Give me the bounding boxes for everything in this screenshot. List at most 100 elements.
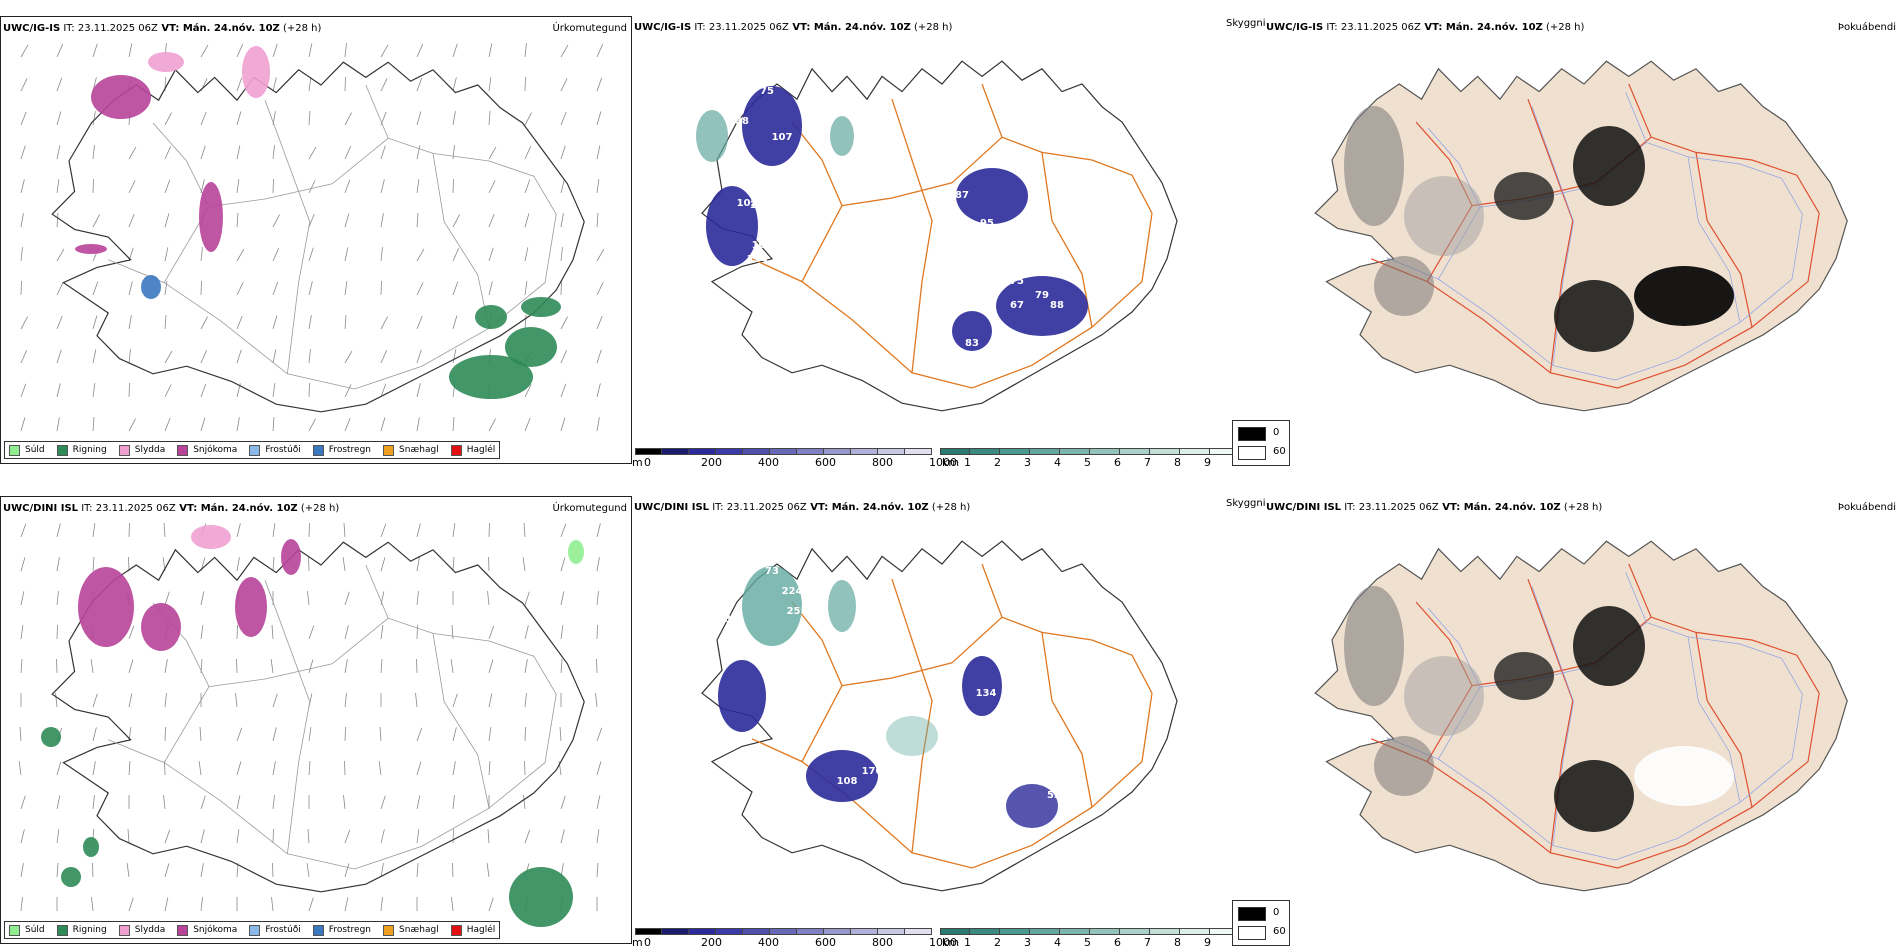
wind-barb (272, 416, 275, 432)
iceland-outline (51, 61, 585, 413)
wind-barb (416, 591, 419, 606)
colorbar-segment (1090, 448, 1120, 455)
wind-barb (236, 145, 241, 160)
iceland-outline (701, 540, 1178, 892)
wind-barb (92, 693, 98, 708)
wind-barb (56, 77, 63, 92)
wind-barb (128, 315, 132, 330)
init-time-label: IT: (709, 502, 727, 513)
wind-barb (344, 281, 348, 296)
wind-barb (20, 179, 25, 194)
road-line (891, 98, 933, 373)
rain-area (83, 837, 99, 857)
wind-barb (560, 179, 565, 194)
road-line (1628, 83, 1820, 214)
wind-barb (164, 417, 171, 432)
wind-barb (236, 179, 240, 194)
lead-time: (+28 h) (279, 23, 322, 34)
snow-area (281, 539, 301, 575)
wind-barb (380, 213, 384, 228)
wind-barb (92, 523, 96, 538)
wind-barb (200, 350, 208, 364)
wind-barb (524, 213, 530, 228)
wind-barb (524, 591, 530, 606)
wind-barb (164, 897, 169, 912)
wind-barb (128, 349, 131, 364)
colorbar-unit: km (942, 936, 960, 949)
wind-barb (380, 625, 384, 640)
wind-barb (416, 523, 421, 538)
wind-barb (416, 727, 423, 742)
wind-barb (596, 761, 602, 776)
legend-label: 0 (1273, 427, 1280, 438)
wind-barb (236, 349, 242, 364)
wind-barb (523, 795, 526, 810)
iceland-outline (1314, 60, 1848, 412)
legend-swatch (450, 444, 462, 456)
wind-barb (596, 795, 601, 810)
wind-barb (236, 248, 245, 262)
wind-barb (20, 658, 23, 674)
legend-label: Frostúði (265, 445, 301, 455)
wind-barb (344, 829, 351, 844)
road-line (1628, 563, 1820, 694)
colorbar-segment (1150, 448, 1180, 455)
road-line (432, 153, 490, 329)
wind-barb (344, 179, 351, 194)
road-line (365, 564, 557, 695)
fog-area (1344, 106, 1404, 226)
wind-barb (164, 659, 168, 674)
wind-barb (452, 281, 459, 296)
wind-barb (236, 212, 239, 228)
wind-barb (416, 77, 423, 92)
iceland-outline (701, 60, 1178, 412)
colorbar-unit: km (942, 456, 960, 469)
wind-barb (308, 659, 314, 674)
wind-barb (560, 316, 568, 330)
cloud-base-label: 102 (737, 198, 758, 209)
wind-barb (524, 247, 529, 262)
visibility-ticks: km12345678910 (942, 456, 1248, 469)
wind-barb (308, 382, 310, 398)
wind-barb (20, 383, 27, 398)
freezing-rain-area (141, 275, 161, 299)
wind-barb (416, 417, 420, 432)
wind-barb (596, 624, 598, 640)
wind-barb (20, 829, 25, 844)
wind-barb (272, 145, 275, 160)
legend-item: Frostregn (312, 444, 371, 456)
colorbar-segment (905, 928, 932, 935)
cloud-base-label: 112 (772, 244, 793, 255)
colorbar-segment (743, 928, 770, 935)
wind-barb (488, 897, 494, 912)
wind-barb (596, 282, 604, 296)
cloud-base-label: 109 (752, 240, 773, 251)
wind-barb (416, 44, 424, 58)
wind-barb (488, 418, 496, 432)
wind-barb (595, 693, 598, 708)
wind-barb (272, 523, 276, 538)
wind-barb (92, 416, 95, 432)
wind-barb (308, 315, 312, 330)
wind-barb (272, 862, 274, 878)
visibility-panel: UWC/IG-IS IT: 23.11.2025 06Z VT: Mán. 24… (632, 16, 1266, 470)
precip-legend: Súld Rigning Slydda Snjókoma Frostúði Frostre… (4, 441, 501, 459)
wind-barb (308, 247, 314, 262)
valid-time-label: VT: (1420, 22, 1446, 33)
fog-legend: 0 60 (1232, 900, 1290, 946)
wind-barb (127, 828, 130, 844)
valid-time-value: Mán. 24.nóv. 10Z (1445, 22, 1543, 33)
wind-barb (308, 180, 316, 194)
wind-barb (92, 761, 96, 776)
wind-barb (379, 726, 382, 742)
cloud-base-label: 53 (1047, 790, 1061, 801)
wind-barb (596, 829, 600, 844)
rain-area (61, 867, 81, 887)
wind-barb (344, 76, 346, 92)
wind-barb (343, 795, 346, 810)
legend-item: Súld (9, 444, 45, 456)
wind-barb (128, 659, 134, 674)
wind-barb (20, 78, 28, 92)
wind-barb (200, 111, 207, 126)
road-line (365, 84, 557, 215)
